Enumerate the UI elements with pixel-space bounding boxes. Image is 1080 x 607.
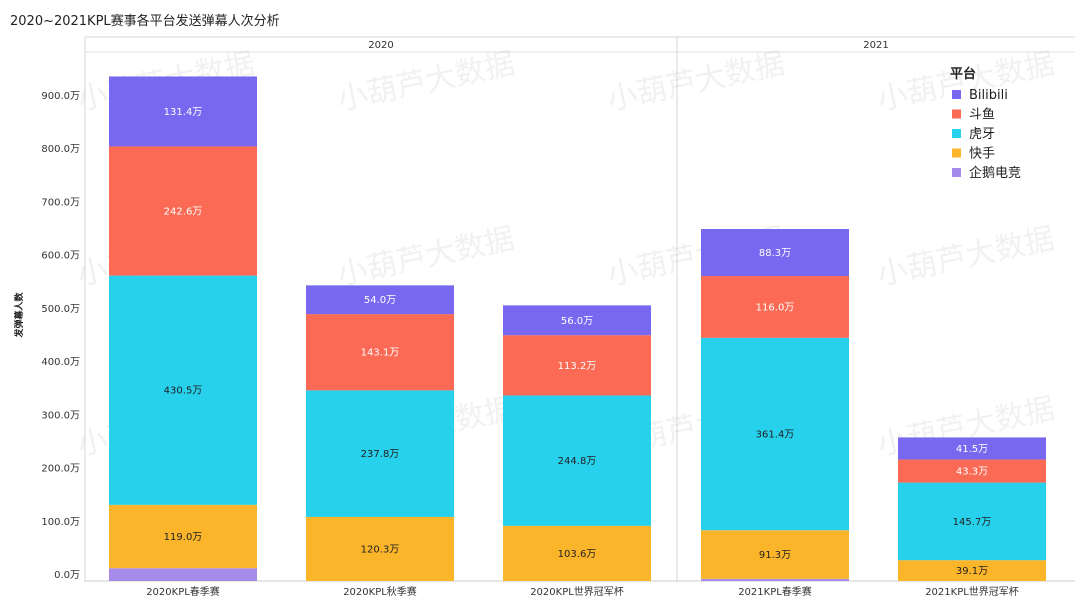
legend-swatch bbox=[952, 129, 961, 138]
y-tick-label: 900.0万 bbox=[41, 91, 80, 102]
x-tick-label: 2021KPL世界冠军杯 bbox=[925, 585, 1019, 598]
x-axis: 2020KPL春季赛 2020KPL秋季赛 2020KPL世界冠军杯 2021KPL春… bbox=[146, 585, 1019, 598]
data-label-斗鱼-1: 242.6万 bbox=[164, 207, 203, 218]
legend-swatch bbox=[952, 90, 961, 99]
y-tick-label: 500.0万 bbox=[41, 304, 80, 315]
watermark-text: 小葫芦大数据 bbox=[334, 221, 517, 293]
legend-swatch bbox=[952, 148, 961, 158]
bar-segment-虎牙-5 bbox=[898, 482, 1046, 561]
data-label-虎牙-5: 145.7万 bbox=[953, 517, 992, 528]
y-tick-label: 100.0万 bbox=[41, 517, 80, 528]
y-tick-label: 600.0万 bbox=[41, 251, 80, 262]
y-tick-label: 800.0万 bbox=[41, 144, 80, 155]
data-labels-layer: 119.0万 430.5万 242.6万 131.4万 120.3万 237.8万 143.… bbox=[164, 107, 992, 577]
data-label-快手-4: 91.3万 bbox=[759, 550, 791, 561]
data-label-Bilibili-4: 88.3万 bbox=[759, 248, 791, 259]
bar-segment-Bilibili-2 bbox=[306, 285, 454, 315]
legend-label: 快手 bbox=[969, 147, 995, 162]
data-label-快手-3: 103.6万 bbox=[558, 549, 597, 560]
bar-segment-虎牙-3 bbox=[503, 395, 651, 526]
legend-item-虎牙[interactable]: 虎牙 bbox=[952, 127, 995, 142]
y-tick-label: 0.0万 bbox=[54, 570, 80, 581]
data-label-虎牙-1: 430.5万 bbox=[164, 386, 203, 397]
watermark-text: 小葫芦大数据 bbox=[604, 46, 787, 118]
legend-title: 平台 bbox=[950, 66, 976, 82]
legend-swatch bbox=[952, 168, 961, 177]
data-label-斗鱼-5: 43.3万 bbox=[956, 467, 988, 478]
bar-segment-虎牙-2 bbox=[306, 390, 454, 517]
group-header-2021: 2021 bbox=[863, 40, 888, 51]
bar-segment-快手-1 bbox=[109, 504, 257, 569]
bar-segment-Bilibili-3 bbox=[503, 305, 651, 336]
bar-segment-Bilibili-5 bbox=[898, 437, 1046, 460]
data-label-斗鱼-4: 116.0万 bbox=[756, 302, 795, 313]
data-label-虎牙-3: 244.8万 bbox=[558, 456, 597, 467]
legend-item-快手[interactable]: 快手 bbox=[952, 147, 995, 162]
data-label-Bilibili-3: 56.0万 bbox=[561, 316, 593, 327]
watermark-text: 小葫芦大数据 bbox=[874, 221, 1057, 293]
x-tick-label: 2021KPL春季赛 bbox=[738, 585, 812, 598]
y-axis: 0.0万 100.0万 200.0万 300.0万 400.0万 500.0万 600.0万… bbox=[13, 91, 80, 581]
x-tick-label: 2020KPL春季赛 bbox=[146, 585, 220, 598]
legend-item-企鹅电竞[interactable]: 企鹅电竞 bbox=[952, 165, 1021, 181]
y-tick-label: 400.0万 bbox=[41, 357, 80, 368]
watermark-text: 小葫芦大数据 bbox=[334, 46, 517, 118]
bar-segment-斗鱼-1 bbox=[109, 146, 257, 276]
bar-segment-Bilibili-4 bbox=[701, 229, 849, 277]
bar-segment-斗鱼-4 bbox=[701, 276, 849, 338]
bar-segment-企鹅电竞-4 bbox=[701, 578, 849, 581]
bar-segment-快手-2 bbox=[306, 516, 454, 581]
bars-layer bbox=[109, 76, 1046, 581]
bar-segment-企鹅电竞-1 bbox=[109, 568, 257, 581]
data-label-快手-2: 120.3万 bbox=[361, 544, 400, 555]
group-header-2020: 2020 bbox=[368, 40, 393, 51]
data-label-Bilibili-1: 131.4万 bbox=[164, 107, 203, 118]
y-axis-title: 发弹幕人数 bbox=[13, 292, 25, 339]
x-tick-label: 2020KPL世界冠军杯 bbox=[530, 585, 624, 598]
legend-label: Bilibili bbox=[969, 88, 1008, 103]
bar-segment-斗鱼-5 bbox=[898, 459, 1046, 483]
data-label-Bilibili-5: 41.5万 bbox=[956, 444, 988, 455]
bar-segment-虎牙-1 bbox=[109, 275, 257, 505]
legend-swatch bbox=[952, 109, 961, 119]
bar-segment-快手-5 bbox=[898, 560, 1046, 581]
legend-label: 斗鱼 bbox=[969, 107, 995, 123]
bar-segment-Bilibili-1 bbox=[109, 76, 257, 147]
y-tick-label: 200.0万 bbox=[41, 464, 80, 475]
data-label-斗鱼-3: 113.2万 bbox=[558, 361, 597, 372]
bar-segment-快手-3 bbox=[503, 525, 651, 581]
data-label-斗鱼-2: 143.1万 bbox=[361, 348, 400, 359]
bar-segment-斗鱼-3 bbox=[503, 335, 651, 396]
bar-segment-虎牙-4 bbox=[701, 337, 849, 531]
data-label-虎牙-4: 361.4万 bbox=[756, 430, 795, 441]
legend-label: 虎牙 bbox=[969, 127, 995, 142]
data-label-快手-1: 119.0万 bbox=[164, 532, 203, 543]
legend-label: 企鹅电竞 bbox=[969, 165, 1021, 181]
x-tick-label: 2020KPL秋季赛 bbox=[343, 585, 417, 598]
data-label-虎牙-2: 237.8万 bbox=[361, 449, 400, 460]
legend-item-Bilibili[interactable]: Bilibili bbox=[952, 88, 1008, 103]
data-label-快手-5: 39.1万 bbox=[956, 566, 988, 577]
y-tick-label: 700.0万 bbox=[41, 197, 80, 208]
bar-segment-斗鱼-2 bbox=[306, 314, 454, 391]
chart-title: 2020~2021KPL赛事各平台发送弹幕人次分析 bbox=[10, 14, 280, 29]
data-label-Bilibili-2: 54.0万 bbox=[364, 295, 396, 306]
legend-item-斗鱼[interactable]: 斗鱼 bbox=[952, 107, 995, 123]
y-tick-label: 300.0万 bbox=[41, 410, 80, 421]
bar-segment-快手-4 bbox=[701, 530, 849, 579]
